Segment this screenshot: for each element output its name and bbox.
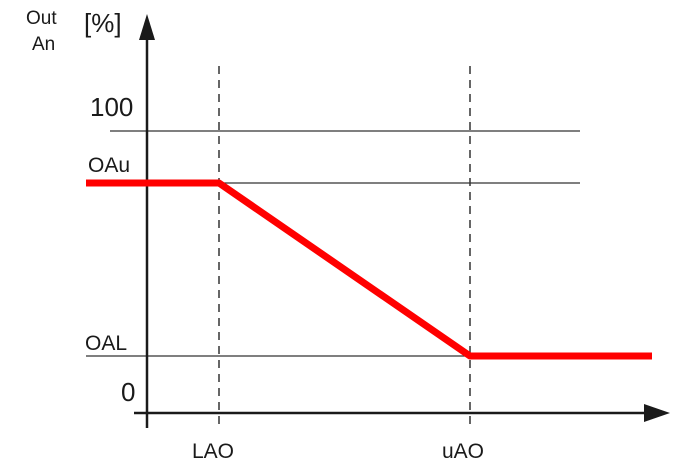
level-zero-label: 0 xyxy=(121,377,135,407)
level-oal-label: OAL xyxy=(85,332,127,355)
uao-label: uAO xyxy=(442,440,484,463)
y-axis-label-line1: Out xyxy=(26,8,57,29)
lao-label: LAO xyxy=(192,440,234,463)
y-axis-unit: [%] xyxy=(84,8,122,38)
y-axis-label-line2: An xyxy=(32,34,55,55)
level-100-label: 100 xyxy=(90,92,133,122)
x-axis-arrow xyxy=(644,404,670,422)
output-curve xyxy=(86,179,652,360)
y-axis-arrow xyxy=(139,14,155,40)
level-oau-label: OAu xyxy=(88,154,130,177)
